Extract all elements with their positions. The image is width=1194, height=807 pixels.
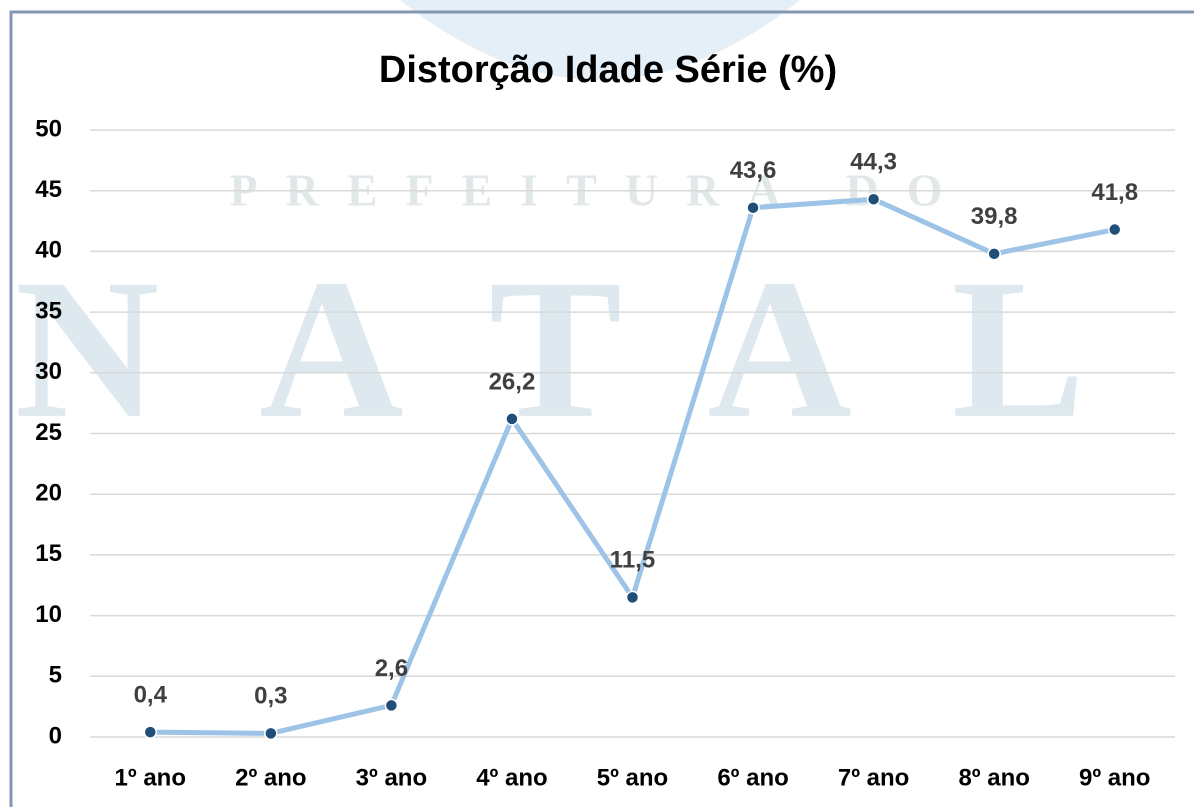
y-tick-label: 15 bbox=[35, 540, 62, 567]
point bbox=[384, 698, 399, 713]
x-tick-label: 9º ano bbox=[1079, 764, 1150, 791]
watermark-large: NATAL bbox=[15, 239, 1185, 460]
point bbox=[1107, 222, 1122, 237]
y-tick-label: 30 bbox=[35, 358, 62, 385]
y-tick-label: 35 bbox=[35, 297, 62, 324]
point bbox=[746, 200, 760, 215]
x-tick-label: 6º ano bbox=[717, 764, 788, 791]
y-tick-label: 5 bbox=[49, 662, 62, 689]
data-label: 2,6 bbox=[375, 655, 408, 682]
point bbox=[987, 247, 1001, 261]
point bbox=[625, 590, 640, 605]
emblem bbox=[400, 0, 800, 80]
y-tick-label: 0 bbox=[49, 722, 62, 749]
x-tick-label: 8º ano bbox=[958, 764, 1029, 791]
data-label: 26,2 bbox=[489, 368, 536, 395]
data-label: 0,3 bbox=[254, 683, 287, 710]
y-tick-label: 40 bbox=[35, 237, 62, 264]
point bbox=[505, 412, 519, 426]
point bbox=[264, 726, 278, 741]
point bbox=[866, 192, 881, 206]
chart-title: Distorção Idade Série (%) bbox=[379, 49, 837, 91]
x-tick-label: 3º ano bbox=[356, 764, 427, 791]
data-label: 11,5 bbox=[610, 547, 655, 574]
data-label: 44,3 bbox=[850, 149, 897, 176]
frame bbox=[9, 10, 1194, 807]
data-label: 43,6 bbox=[730, 157, 777, 184]
data-label: 39,8 bbox=[971, 203, 1018, 230]
point bbox=[143, 725, 158, 739]
y-tick-label: 50 bbox=[35, 115, 62, 142]
x-tick-label: 2º ano bbox=[235, 764, 306, 791]
y-tick-label: 20 bbox=[35, 480, 62, 507]
y-tick-label: 10 bbox=[35, 601, 62, 628]
data-label: 0,4 bbox=[134, 681, 168, 708]
x-tick-label: 5º ano bbox=[597, 764, 668, 791]
x-tick-label: 4º ano bbox=[476, 764, 547, 791]
y-tick-label: 45 bbox=[35, 176, 62, 203]
y-tick-label: 25 bbox=[35, 419, 62, 446]
x-tick-label: 1º ano bbox=[115, 764, 186, 791]
x-tick-label: 7º ano bbox=[838, 764, 909, 791]
data-label: 41,8 bbox=[1091, 179, 1138, 206]
